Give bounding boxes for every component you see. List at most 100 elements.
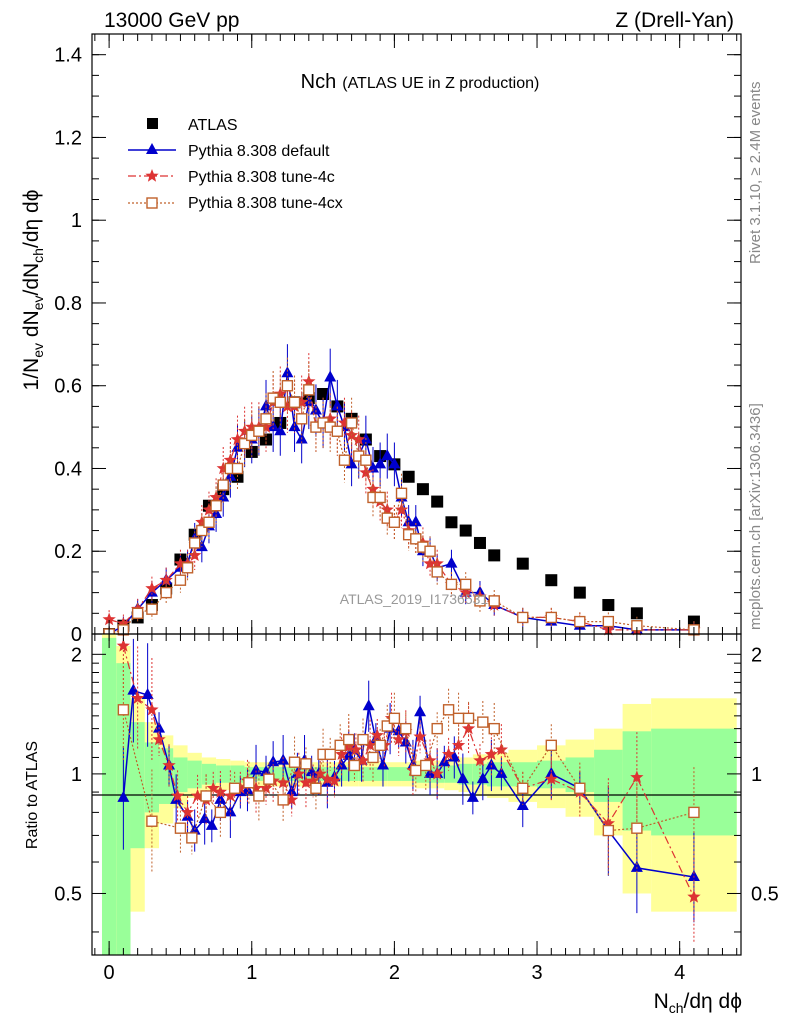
legend-marker-atlas	[147, 118, 158, 129]
ratio-point	[259, 781, 273, 794]
ratio-point	[228, 782, 241, 794]
ratio-ytick-label: 2	[71, 644, 82, 666]
main-point	[338, 454, 351, 466]
main-point	[188, 537, 201, 549]
ratio-point	[362, 699, 375, 711]
ratio-point	[343, 733, 355, 746]
ratio-point	[410, 764, 422, 777]
ratio-point	[243, 777, 255, 789]
xlabel-sub-a: ch	[669, 1000, 684, 1016]
main-point	[210, 500, 222, 512]
ylabel-part-b: dN	[20, 310, 43, 343]
ratio-point	[186, 832, 198, 844]
ratio-band-stat	[216, 765, 231, 783]
ratio-ytick-label-right: 1	[751, 764, 762, 786]
legend-label-default: Pythia 8.308 default	[188, 143, 330, 160]
ratio-frame	[91, 633, 742, 956]
header-right: Z (Drell-Yan)	[615, 9, 734, 32]
main-point	[231, 462, 244, 475]
ratio-point	[214, 792, 227, 804]
main-point	[217, 490, 230, 502]
ratio-point	[253, 790, 265, 802]
xlabel-part-a: N	[654, 990, 669, 1013]
main-point	[302, 374, 316, 388]
main-point	[360, 454, 372, 466]
ratio-point	[477, 716, 489, 728]
ratio-point	[285, 785, 298, 797]
main-point	[410, 533, 422, 545]
ratio-point	[494, 742, 508, 756]
xtick-label: 0	[104, 962, 115, 984]
ratio-point	[476, 772, 489, 784]
main-point	[288, 396, 301, 408]
ratio-point	[206, 781, 220, 794]
ratio-point	[324, 748, 336, 761]
ratio-point	[367, 751, 379, 764]
ratio-point	[117, 790, 130, 802]
main-point	[459, 524, 472, 537]
ratio-point	[327, 773, 342, 787]
ratio-ytick-label: 0.5	[54, 883, 82, 905]
main-point	[281, 366, 294, 378]
main-point	[488, 549, 501, 562]
xtick-label: 1	[246, 962, 257, 984]
ylabel-sub-a: ev	[30, 343, 46, 358]
ratio-point	[517, 782, 529, 794]
ratio-point	[488, 722, 500, 735]
ratio-point	[574, 782, 586, 794]
main-point	[274, 424, 287, 436]
main-point	[424, 545, 436, 557]
main-point	[102, 612, 116, 626]
main-point	[460, 578, 472, 591]
main-series-3	[103, 357, 700, 640]
ratio-point	[392, 732, 406, 746]
main-point	[260, 399, 273, 411]
ratio-point	[310, 782, 322, 794]
ratio-band-stat	[372, 767, 388, 781]
xlabel-part-b: /dη dϕ	[684, 990, 742, 1013]
ratio-point	[300, 758, 312, 770]
legend-marker-tune4c	[145, 169, 159, 182]
main-point	[274, 396, 286, 408]
ratio-point	[451, 738, 466, 751]
ratio-band-stat	[101, 637, 117, 955]
ratio-point	[277, 794, 289, 806]
main-ytick-label: 1.4	[54, 45, 82, 67]
ratio-point	[145, 702, 159, 716]
y-axis-title-main: 1/Nev dNev/dNch/dη dϕ	[20, 190, 46, 391]
ylabel-part-d: /dη dϕ	[20, 190, 43, 248]
main-point	[366, 482, 380, 495]
ratio-point	[299, 775, 313, 789]
main-point	[402, 470, 415, 483]
legend-label-atlas: ATLAS	[188, 117, 238, 134]
ratio-point	[348, 759, 361, 772]
ratio-point	[146, 815, 158, 827]
main-point	[131, 607, 144, 620]
main-point	[602, 599, 615, 612]
ratio-point	[170, 788, 185, 802]
main-point	[545, 574, 558, 587]
ratio-band-stat	[173, 757, 188, 793]
main-point	[323, 411, 337, 425]
ratio-point	[198, 811, 211, 823]
main-point	[174, 574, 187, 586]
main-point	[394, 502, 409, 516]
ratio-band-stat	[201, 763, 217, 785]
ratio-point	[544, 772, 558, 785]
ratio-point	[288, 756, 301, 768]
ratio-series-3	[117, 658, 700, 876]
main-point	[459, 585, 473, 599]
main-point	[395, 487, 408, 500]
main-point	[337, 416, 352, 429]
ratio-point	[357, 733, 369, 746]
main-point	[253, 425, 265, 437]
ratio-point	[381, 720, 393, 732]
main-point	[366, 461, 379, 473]
main-point	[516, 557, 529, 570]
ratio-point	[473, 753, 487, 767]
ratio-ytick-label-right: 2	[751, 644, 762, 666]
ratio-point	[174, 822, 187, 834]
main-point	[574, 615, 586, 628]
ratio-point	[545, 739, 557, 752]
